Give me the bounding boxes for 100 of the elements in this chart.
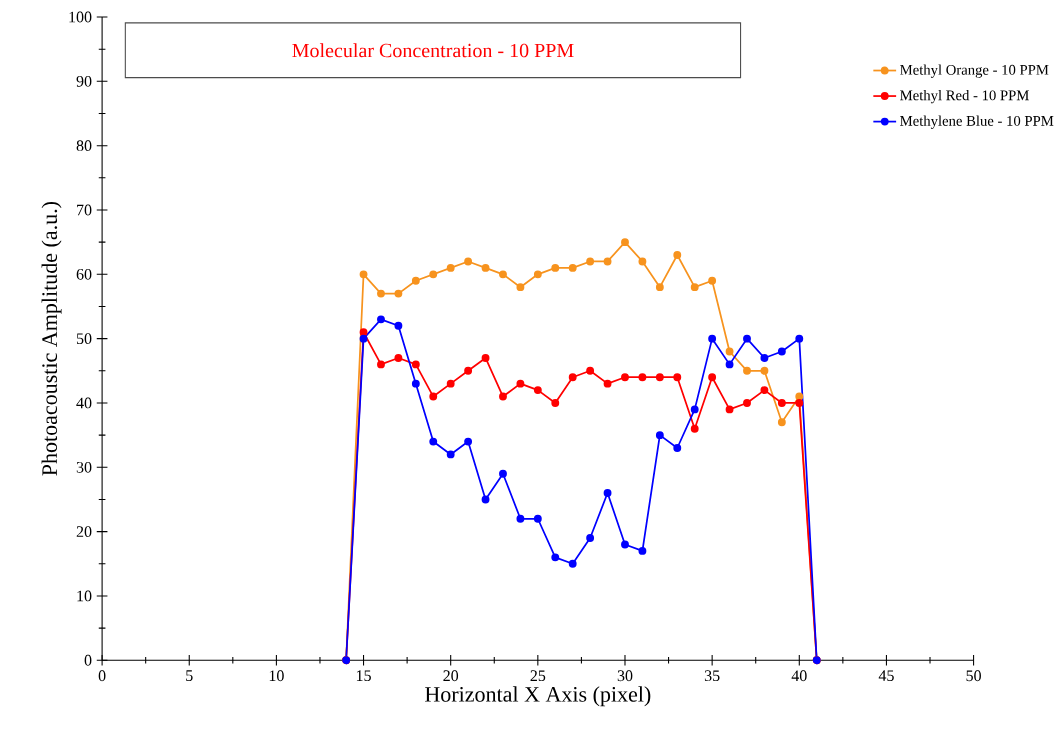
point — [795, 334, 804, 343]
point — [603, 257, 612, 266]
y-tick-label: 10 — [77, 590, 92, 602]
point — [708, 334, 717, 343]
point — [446, 379, 455, 388]
point — [708, 373, 717, 382]
point — [603, 379, 612, 388]
point — [481, 263, 490, 272]
x-tick-label: 25 — [530, 670, 546, 681]
point — [673, 250, 682, 259]
point — [638, 257, 647, 266]
point — [499, 270, 507, 279]
point — [499, 469, 507, 478]
point — [394, 321, 403, 330]
y-tick-label: 0 — [84, 654, 92, 666]
legend-label: Methyl Red - 10 PPM — [900, 89, 1029, 104]
point — [655, 283, 664, 291]
x-tick-label: 45 — [878, 670, 894, 681]
point — [690, 405, 699, 414]
legend-label: Methylene Blue - 10 PPM — [900, 115, 1054, 129]
point — [411, 379, 420, 388]
point — [359, 270, 368, 279]
point — [760, 385, 769, 394]
point — [795, 398, 804, 407]
point — [777, 347, 786, 356]
point — [673, 373, 682, 382]
x-axis-title: Horizontal X Axis (pixel) — [425, 686, 651, 707]
x-tick-label: 30 — [617, 670, 633, 681]
y-tick-label: 20 — [76, 526, 92, 537]
point — [551, 263, 560, 272]
point — [464, 437, 473, 446]
point — [638, 373, 647, 382]
point — [568, 373, 577, 382]
point — [377, 315, 385, 324]
point — [411, 360, 420, 369]
point — [516, 514, 525, 523]
x-tick-label: 0 — [98, 670, 106, 681]
point — [690, 283, 699, 291]
point — [429, 270, 438, 279]
y-tick-label: 100 — [69, 11, 92, 23]
y-tick-label: 30 — [76, 461, 92, 473]
point — [777, 398, 786, 407]
point — [621, 540, 629, 549]
point — [394, 289, 403, 298]
point — [533, 514, 542, 523]
point — [621, 373, 629, 382]
point — [429, 392, 438, 401]
legend-label: Methyl Orange - 10 PPM — [900, 64, 1049, 78]
point — [777, 418, 786, 427]
point — [446, 263, 455, 272]
point — [655, 373, 664, 382]
x-tick-label: 35 — [704, 670, 720, 681]
point — [464, 366, 473, 375]
point — [551, 398, 560, 407]
point — [586, 257, 595, 266]
point — [655, 431, 664, 439]
x-tick-label: 40 — [791, 670, 807, 681]
point — [725, 405, 734, 414]
x-tick-label: 15 — [356, 670, 371, 681]
point — [429, 437, 438, 446]
y-tick-label: 80 — [76, 140, 92, 151]
point — [499, 392, 507, 401]
x-tick-label: 50 — [966, 670, 981, 681]
point — [568, 263, 577, 272]
point — [516, 379, 525, 388]
point — [533, 270, 542, 279]
point — [743, 398, 751, 407]
point — [743, 366, 751, 375]
point — [359, 334, 368, 343]
y-tick-label: 90 — [76, 75, 92, 87]
point — [638, 546, 647, 555]
y-tick-label: 40 — [76, 397, 92, 409]
point — [743, 334, 751, 343]
point — [568, 559, 577, 568]
point — [516, 283, 525, 291]
point — [394, 353, 403, 362]
point — [690, 424, 699, 433]
x-tick-label: 5 — [186, 670, 193, 681]
point — [359, 328, 368, 336]
y-tick-label: 60 — [76, 268, 92, 280]
point — [464, 257, 473, 266]
point — [377, 360, 385, 369]
point — [533, 385, 542, 394]
point — [708, 276, 717, 285]
y-axis-title: Photoacoustic Amplitude (a.u.) — [41, 201, 62, 476]
x-tick-label: 20 — [443, 670, 459, 681]
point — [760, 353, 769, 362]
point — [586, 366, 595, 375]
point — [551, 553, 560, 562]
point — [795, 392, 804, 401]
x-tick-label: 10 — [269, 670, 284, 681]
point — [760, 366, 769, 375]
text: Molecular Concentration - 10 PPM — [292, 43, 574, 58]
point — [673, 443, 682, 452]
point — [481, 495, 490, 504]
point — [603, 488, 612, 497]
y-tick-label: 70 — [77, 204, 92, 216]
y-tick-label: 50 — [76, 333, 92, 344]
point — [481, 353, 490, 362]
point — [377, 289, 385, 298]
